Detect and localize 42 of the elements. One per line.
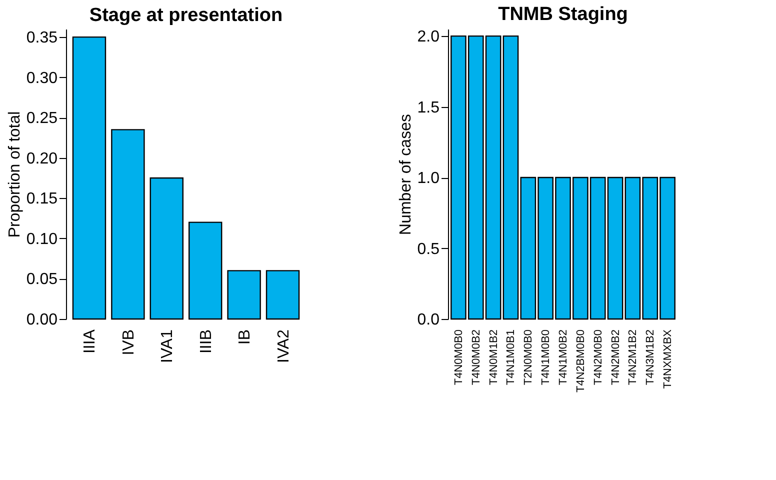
x-tick-label: T2N0M0B0 [522, 330, 535, 386]
bar [188, 222, 222, 320]
y-tick-label: 0.35 [26, 30, 58, 47]
bar [227, 270, 261, 320]
x-tick-label: T4N1M0B2 [558, 330, 570, 386]
y-tick-label: 0.5 [417, 240, 440, 258]
y-tick-label: 0.05 [26, 271, 58, 288]
x-tick-label: T4N1M0B1 [505, 330, 518, 386]
y-tick-label: 0.30 [26, 70, 58, 87]
y-tick-label: 0.10 [26, 230, 58, 248]
x-tick-label: IVA2 [275, 329, 292, 363]
x-tick-label: T4N3M1B2 [644, 330, 657, 386]
x-tick-label: T4N0M1B2 [488, 330, 500, 386]
y-tick-label: 2.0 [417, 28, 440, 46]
x-tick-label: T4N2M1B2 [627, 330, 640, 386]
x-tick-label: T4N2BM0B0 [574, 330, 587, 392]
bar [111, 129, 145, 320]
y-axis-title: Proportion of total [6, 111, 24, 238]
y-tick-label: 0.20 [26, 150, 58, 168]
y-tick-label: 0.0 [417, 312, 440, 328]
y-axis-title: Number of cases [397, 114, 414, 235]
y-tick-label: 1.5 [417, 99, 440, 116]
x-tick-label: IB [236, 330, 254, 345]
chart-title: Stage at presentation [89, 5, 283, 26]
x-tick-label: IVA1 [159, 329, 176, 363]
y-tick-label: 0.00 [26, 312, 58, 328]
y-tick-label: 1.0 [417, 170, 440, 188]
x-tick-label: T4NXMXBX [662, 328, 674, 389]
x-tick-label: IVB [120, 330, 138, 356]
x-tick-label: IIIB [198, 330, 215, 354]
x-tick-label: T4N0M0B0 [452, 330, 465, 386]
y-tick-label: 0.15 [26, 190, 58, 208]
bar [266, 270, 300, 320]
x-tick-label: T4N0M0B2 [470, 330, 482, 386]
x-tick-label: T4N1M0B0 [540, 330, 552, 386]
x-tick-label: T4N2M0B0 [592, 330, 604, 386]
x-tick-label: IIIA [82, 329, 99, 354]
bar [72, 36, 106, 320]
bar [150, 177, 184, 320]
y-tick-label: 0.25 [26, 110, 58, 128]
x-tick-label: T4N2M0B2 [610, 330, 622, 386]
chart-title: TNMB Staging [498, 4, 628, 26]
